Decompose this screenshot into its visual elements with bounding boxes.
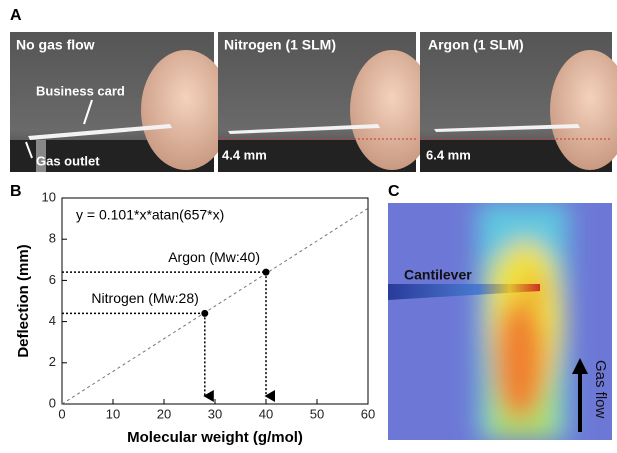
point-label: Nitrogen (Mw:28) (91, 290, 198, 306)
photo-annotation: 6.4 mm (426, 147, 471, 162)
data-point (201, 310, 208, 317)
x-axis-label: Molecular weight (g/mol) (127, 429, 303, 446)
photo-caption: No gas flow (16, 37, 95, 53)
simulation-image: Cantilever Gas flow (388, 203, 612, 440)
y-tick-label: 10 (42, 189, 56, 204)
y-tick-label: 2 (49, 354, 56, 369)
y-tick-label: 6 (49, 272, 56, 287)
y-tick-label: 4 (49, 313, 56, 328)
photo-annotation: Gas outlet (36, 153, 100, 168)
x-tick-label: 60 (361, 406, 375, 421)
point-label: Argon (Mw:40) (168, 249, 260, 265)
image-annotation: Gas flow (592, 360, 609, 419)
photo: Argon (1 SLM) 6.4 mm (420, 32, 617, 172)
panel-label: B (10, 183, 22, 200)
x-tick-label: 30 (208, 406, 222, 421)
figure: A No gas flow Business card Gas outlet N… (0, 0, 617, 453)
x-tick-label: 40 (259, 406, 273, 421)
panel-label: A (10, 7, 22, 24)
photo-caption: Nitrogen (1 SLM) (224, 37, 336, 53)
photo: No gas flow Business card Gas outlet (10, 32, 231, 172)
photo: Nitrogen (1 SLM) 4.4 mm (218, 32, 434, 172)
panel-label: C (388, 183, 400, 200)
y-axis-label: Deflection (mm) (15, 244, 32, 357)
photo-caption: Argon (1 SLM) (428, 37, 524, 53)
fit-line (62, 208, 368, 404)
equation: y = 0.101*x*atan(657*x) (76, 207, 224, 223)
x-tick-label: 20 (157, 406, 171, 421)
image-annotation: Cantilever (404, 267, 472, 283)
y-tick-label: 8 (49, 231, 56, 246)
x-tick-label: 10 (106, 406, 120, 421)
x-tick-label: 0 (58, 406, 65, 421)
photo-annotation: 4.4 mm (222, 147, 267, 162)
data-point (263, 269, 270, 276)
y-tick-label: 0 (49, 395, 56, 410)
x-tick-label: 50 (310, 406, 324, 421)
chart: 0 10 20 30 40 50 60 0 2 4 6 8 10 Molecular weight (g/… (15, 189, 375, 446)
photo-annotation: Business card (36, 83, 125, 98)
